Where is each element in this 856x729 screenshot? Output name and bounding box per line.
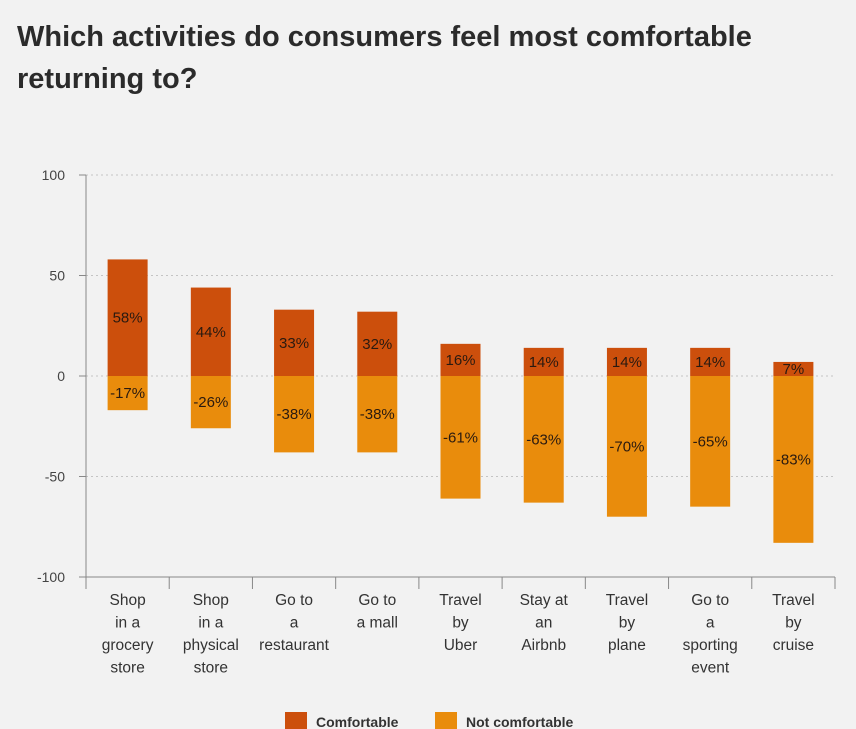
x-category-label: Go to a sporting event: [683, 592, 738, 677]
legend-label: Not comfortable: [466, 714, 574, 729]
bar-not-comfortable: [274, 376, 315, 453]
bar-comfortable: [523, 347, 564, 376]
bar-value-label: 16%: [445, 352, 475, 369]
bar-not-comfortable: [773, 376, 814, 543]
y-tick-label: 50: [49, 268, 65, 284]
bar-not-comfortable: [357, 376, 398, 453]
bar-comfortable: [690, 347, 731, 376]
bar-not-comfortable: [440, 376, 481, 499]
bar-value-label: -65%: [693, 433, 728, 450]
x-category-label: Travel by Uber: [439, 592, 482, 654]
chart-title: Which activities do consumers feel most …: [17, 21, 752, 95]
bar-value-label: -63%: [526, 431, 561, 448]
bar-value-label: -38%: [277, 406, 312, 423]
bar-value-label: 44%: [196, 324, 226, 341]
axes: 100 50 0 -50 -100 Shop in a grocery store Shop in …: [37, 167, 836, 677]
data-labels: 58% -17% 44% -26% 33% -38% 32% -38% 16% -61% 14% -6…: [110, 310, 811, 469]
bar-value-label: 58%: [113, 310, 143, 327]
bar-value-label: -70%: [609, 438, 644, 455]
x-category-label: Travel by cruise: [772, 592, 815, 654]
bar-comfortable: [606, 347, 647, 376]
y-tick-label: -50: [45, 469, 65, 485]
bar-not-comfortable: [107, 376, 148, 411]
bar-value-label: -61%: [443, 429, 478, 446]
bar-comfortable: [773, 361, 814, 376]
legend-swatch: [435, 712, 457, 729]
bar-value-label: -83%: [776, 451, 811, 468]
y-tick-label: 0: [57, 368, 65, 384]
bar-value-label: -38%: [360, 406, 395, 423]
bar-comfortable: [357, 311, 398, 376]
bar-value-label: 33%: [279, 335, 309, 352]
bar-value-label: 14%: [695, 354, 725, 371]
x-category-label: Stay at an Airbnb: [520, 592, 569, 654]
x-category-label: Shop in a physical store: [183, 592, 239, 677]
legend-label: Comfortable: [316, 714, 399, 729]
bar-value-label: 7%: [783, 361, 805, 378]
legend-swatch: [285, 712, 307, 729]
legend: Comfortable Not comfortable: [285, 712, 574, 729]
bar-value-label: 32%: [362, 336, 392, 353]
bar-not-comfortable: [606, 376, 647, 517]
bar-value-label: 14%: [612, 354, 642, 371]
y-tick-label: 100: [42, 167, 66, 183]
bar-comfortable: [274, 309, 315, 376]
bar-value-label: 14%: [529, 354, 559, 371]
bar-value-label: -26%: [193, 394, 228, 411]
x-category-label: Go to a restaurant: [259, 592, 329, 654]
bars: [107, 259, 814, 543]
x-category-label: Travel by plane: [606, 592, 649, 654]
x-category-label: Shop in a grocery store: [102, 592, 154, 677]
bar-value-label: -17%: [110, 385, 145, 402]
x-category-label: Go to a mall: [357, 592, 398, 632]
bar-comfortable: [440, 343, 481, 376]
bar-not-comfortable: [190, 376, 231, 429]
bar-comfortable: [107, 259, 148, 376]
bar-not-comfortable: [690, 376, 731, 507]
y-tick-label: -100: [37, 569, 65, 585]
bar-comfortable: [190, 287, 231, 376]
bar-not-comfortable: [523, 376, 564, 503]
